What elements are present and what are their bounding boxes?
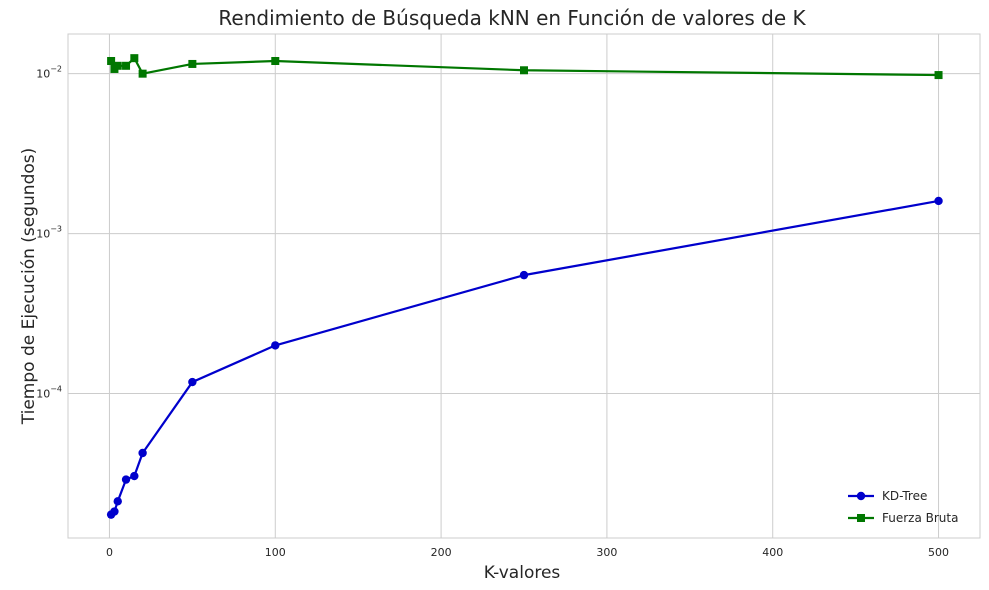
y-tick-label: 10−2 — [36, 65, 62, 81]
data-point — [130, 471, 139, 481]
legend-marker — [856, 491, 866, 501]
series-1 — [107, 54, 943, 80]
legend-entry: KD-Tree — [848, 489, 927, 503]
legend-marker — [857, 514, 865, 522]
data-point — [121, 475, 131, 484]
data-point — [113, 497, 122, 506]
legend-label: KD-Tree — [882, 489, 927, 503]
series-0 — [106, 196, 943, 519]
legend-label: Fuerza Bruta — [882, 511, 958, 525]
x-tick-label: 500 — [928, 546, 949, 559]
y-tick-label: 10−4 — [36, 385, 62, 401]
x-tick-label: 200 — [431, 546, 452, 559]
data-point — [107, 56, 116, 65]
x-tick-label: 0 — [106, 546, 113, 559]
data-point — [520, 66, 528, 75]
x-axis-label: K-valores — [484, 563, 561, 583]
data-point — [138, 69, 147, 78]
x-tick-label: 100 — [265, 546, 286, 559]
data-point — [188, 59, 197, 68]
plot-area-border — [67, 33, 981, 539]
data-point — [113, 61, 122, 70]
data-point — [519, 270, 529, 280]
chart-title: Rendimiento de Búsqueda kNN en Función d… — [218, 6, 806, 30]
data-point — [271, 341, 280, 350]
x-tick-label: 400 — [762, 546, 783, 559]
x-axis-ticks: 0 100 200 300 400 500 — [106, 546, 949, 559]
data-point — [271, 56, 280, 65]
data-point — [110, 507, 119, 516]
series-line — [110, 199, 939, 516]
data-point — [934, 196, 943, 206]
x-tick-label: 300 — [596, 546, 617, 559]
y-axis-label: Tiempo de Ejecución (segundos) — [19, 148, 39, 426]
series-layer — [106, 54, 943, 519]
data-point — [934, 71, 943, 80]
data-point — [188, 377, 197, 387]
legend: KD-Tree Fuerza Bruta — [848, 489, 958, 525]
y-axis-ticks: 10−4 10−3 10−2 — [36, 65, 62, 401]
data-point — [130, 54, 139, 63]
axes-frame — [67, 33, 981, 539]
data-point — [122, 61, 131, 70]
y-tick-label: 10−3 — [36, 225, 62, 241]
legend-entry: Fuerza Bruta — [848, 511, 958, 525]
data-point — [138, 448, 147, 458]
